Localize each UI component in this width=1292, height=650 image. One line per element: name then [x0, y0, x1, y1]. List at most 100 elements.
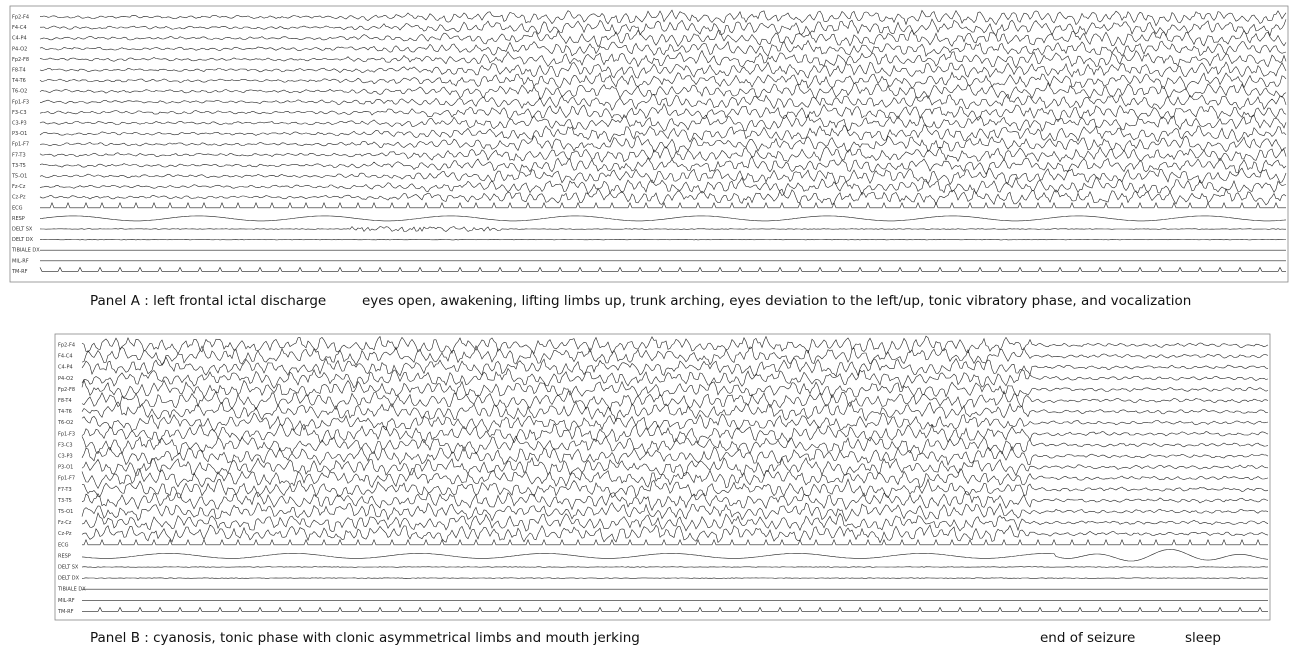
eeg-trace	[39, 238, 1286, 241]
eeg-trace	[81, 345, 1269, 366]
channel-label: F4-C4	[58, 354, 73, 360]
channel-label: DELT SX	[12, 227, 33, 233]
channel-label: C4-P4	[58, 365, 73, 371]
eeg-trace	[39, 266, 1286, 272]
eeg-trace	[81, 524, 1269, 544]
eeg-trace	[81, 468, 1269, 490]
eeg-trace	[39, 29, 1287, 48]
eeg-trace	[82, 478, 1269, 499]
channel-label: F7-T3	[58, 487, 72, 493]
eeg-trace	[39, 113, 1287, 132]
eeg-trace	[39, 176, 1287, 197]
channel-label: C3-P3	[12, 121, 27, 127]
eeg-trace	[82, 538, 1268, 546]
channel-label: RESP	[12, 216, 25, 222]
eeg-trace	[81, 491, 1269, 512]
channel-label: P3-O1	[58, 465, 73, 471]
caption-detail: eyes open, awakening, lifting limbs up, …	[362, 293, 1191, 309]
caption: Panel B : cyanosis, tonic phase with clo…	[90, 630, 640, 646]
channel-label: T5-O1	[57, 509, 73, 515]
channel-label: F3-C3	[12, 110, 27, 116]
channel-label: T3-T5	[11, 163, 26, 169]
channel-label: Cz-Pz	[12, 195, 26, 201]
eeg-trace	[40, 18, 1287, 37]
eeg-trace	[81, 356, 1269, 377]
channel-label: Fp1-F7	[12, 142, 29, 148]
eeg-trace	[39, 71, 1287, 91]
channel-label: Fp1-F7	[58, 476, 75, 482]
eeg-trace	[81, 502, 1269, 522]
channel-label: TM-RF	[57, 609, 74, 615]
channel-label: F8-T4	[12, 68, 26, 74]
channel-label: RESP	[58, 553, 71, 559]
channel-label: T5-O1	[11, 174, 27, 180]
channel-label: ECG	[12, 205, 23, 211]
channel-label: DELT DX	[58, 576, 80, 582]
channel-label: T4-T6	[57, 409, 72, 415]
channel-label: DELT SX	[58, 565, 79, 571]
eeg-trace	[39, 155, 1287, 175]
eeg-trace	[81, 390, 1269, 412]
eeg-trace	[81, 378, 1269, 399]
panel-a-frame	[9, 5, 1289, 283]
eeg-trace	[81, 335, 1269, 356]
eeg-trace	[81, 412, 1269, 433]
eeg-trace	[82, 606, 1268, 612]
eeg-trace	[39, 215, 1287, 222]
eeg-trace	[39, 9, 1287, 27]
annotation: end of seizure	[1040, 630, 1135, 646]
eeg-trace	[81, 435, 1269, 455]
channel-label: Cz-Pz	[58, 531, 72, 537]
channel-label: Fp2-F4	[58, 343, 75, 349]
eeg-trace	[39, 226, 1286, 232]
eeg-trace	[39, 49, 1287, 69]
channel-label: Fp2-F8	[58, 387, 75, 393]
eeg-trace	[39, 187, 1287, 206]
channel-label: DELT DX	[12, 237, 34, 243]
channel-label: P4-O2	[12, 46, 27, 52]
eeg-trace	[39, 167, 1287, 186]
eeg-trace	[81, 445, 1269, 466]
eeg-trace	[40, 201, 1286, 209]
channel-label: T4-T6	[11, 78, 26, 84]
eeg-trace	[81, 577, 1269, 579]
eeg-trace	[39, 93, 1287, 111]
channel-label: ECG	[58, 542, 69, 548]
channel-label: Fz-Cz	[12, 184, 26, 190]
channel-label: MIL-RF	[12, 258, 29, 264]
eeg-trace	[39, 102, 1287, 123]
channel-label: P4-O2	[58, 376, 73, 382]
annotation: sleep	[1185, 630, 1221, 646]
eeg-trace	[39, 39, 1287, 58]
eeg-trace	[81, 401, 1269, 423]
channel-label: Fp2-F4	[12, 15, 29, 21]
eeg-trace	[39, 124, 1287, 143]
eeg-trace	[81, 549, 1269, 562]
channel-label: C3-P3	[58, 454, 73, 460]
channel-label: T6-O2	[11, 89, 27, 95]
eeg-trace	[81, 566, 1269, 568]
channel-label: Fp1-F3	[12, 99, 29, 105]
panel-b-frame	[54, 333, 1271, 621]
channel-label: Fp1-F3	[58, 431, 75, 437]
channel-label: Fz-Cz	[58, 520, 72, 526]
channel-label: F4-C4	[12, 25, 27, 31]
caption: Panel A : left frontal ictal discharge	[90, 293, 326, 309]
eeg-trace	[81, 367, 1269, 389]
channel-label: F3-C3	[58, 442, 73, 448]
eeg-trace	[39, 135, 1287, 153]
channel-label: TM-RF	[11, 269, 28, 275]
channel-label: F7-T3	[12, 152, 26, 158]
channel-label: T6-O2	[57, 420, 73, 426]
channel-label: Fp2-F8	[12, 57, 29, 63]
eeg-trace	[39, 146, 1287, 163]
channel-label: TIBIALE DX	[57, 587, 86, 593]
channel-label: MIL-RF	[58, 598, 75, 604]
channel-label: C4-P4	[12, 36, 27, 42]
channel-label: T3-T5	[57, 498, 72, 504]
eeg-trace	[81, 512, 1269, 532]
channel-label: F8-T4	[58, 398, 72, 404]
channel-label: P3-O1	[12, 131, 27, 137]
channel-label: TIBIALE DX	[11, 248, 40, 254]
